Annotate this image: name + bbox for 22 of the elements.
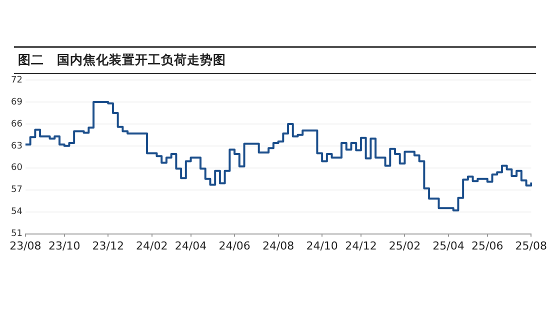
x-tick-label: 24/06 <box>218 239 250 252</box>
x-tick-label: 24/10 <box>306 239 338 252</box>
x-tick-label: 25/04 <box>432 239 464 252</box>
x-tick-label: 24/12 <box>345 239 377 252</box>
y-tick-label: 63 <box>11 141 22 152</box>
y-tick-label: 60 <box>11 163 23 174</box>
x-tick-label: 25/06 <box>472 239 504 252</box>
x-tick-label: 23/12 <box>92 239 124 252</box>
y-tick-label: 69 <box>11 97 23 108</box>
y-tick-label: 54 <box>11 207 23 218</box>
y-tick-label: 66 <box>11 119 23 130</box>
x-tick-label: 23/08 <box>10 239 42 252</box>
x-tick-label: 23/10 <box>48 239 80 252</box>
x-tick-label: 24/04 <box>174 239 207 252</box>
y-tick-label: 57 <box>11 185 22 196</box>
y-tick-label: 51 <box>11 229 22 240</box>
x-tick-label: 24/08 <box>262 239 294 252</box>
x-tick-label: 24/02 <box>136 239 168 252</box>
x-tick-label: 25/02 <box>388 239 421 252</box>
chart-title: 图二 国内焦化装置开工负荷走势图 <box>14 46 536 74</box>
x-tick-label: 25/08 <box>515 239 547 252</box>
y-tick-label: 72 <box>11 75 22 86</box>
